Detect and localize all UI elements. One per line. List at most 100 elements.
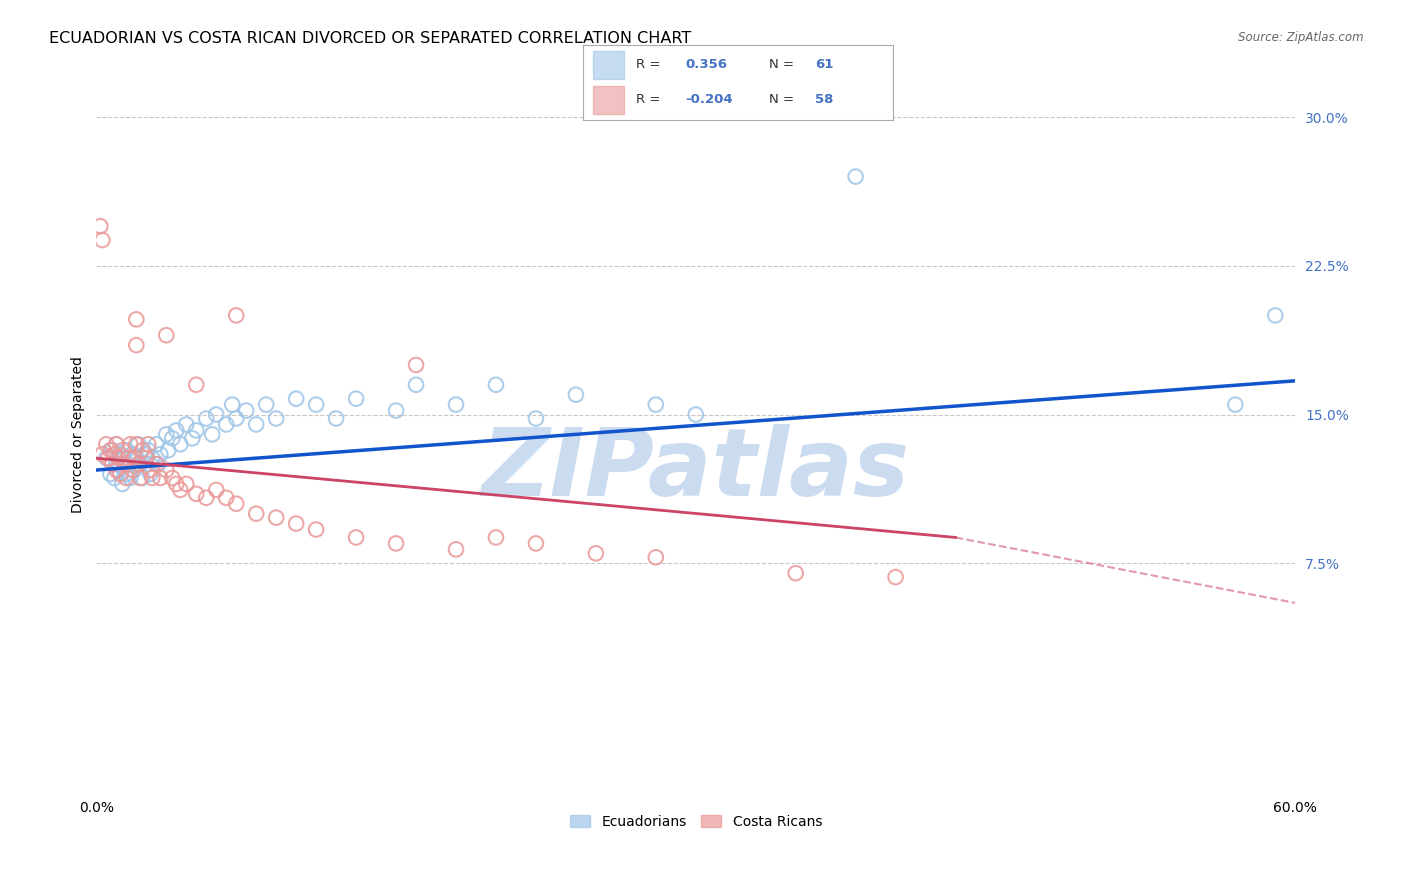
Point [111, 477, 134, 491]
Point [186, 487, 208, 501]
Point [1225, 398, 1247, 412]
Point [98, 443, 121, 458]
Point [174, 417, 197, 432]
Point [105, 457, 128, 471]
Text: Source: ZipAtlas.com: Source: ZipAtlas.com [1239, 31, 1364, 45]
Point [117, 457, 139, 471]
Point [344, 531, 367, 545]
Point [444, 398, 467, 412]
Text: -0.204: -0.204 [686, 93, 733, 106]
Point [181, 431, 204, 445]
Point [89, 219, 111, 234]
Point [225, 497, 247, 511]
Point [644, 550, 666, 565]
Point [305, 398, 328, 412]
Point [444, 542, 467, 557]
Text: N =: N = [769, 93, 794, 106]
Point [215, 417, 238, 432]
Point [115, 471, 138, 485]
Point [129, 471, 152, 485]
Point [325, 411, 347, 425]
Point [524, 536, 547, 550]
Point [195, 411, 218, 425]
Point [124, 451, 146, 466]
Point [685, 408, 707, 422]
Point [205, 408, 228, 422]
Point [120, 437, 142, 451]
Point [125, 312, 148, 326]
Point [125, 437, 148, 451]
Point [124, 463, 146, 477]
Point [115, 467, 138, 481]
Point [131, 471, 153, 485]
Point [186, 423, 208, 437]
Text: N =: N = [769, 58, 794, 71]
Text: 61: 61 [815, 58, 834, 71]
Point [97, 451, 120, 466]
Text: 58: 58 [815, 93, 834, 106]
Point [186, 377, 208, 392]
Point [385, 536, 408, 550]
Point [845, 169, 868, 184]
Point [127, 457, 149, 471]
Point [141, 471, 163, 485]
Point [110, 447, 132, 461]
Point [103, 471, 125, 485]
Text: 0.356: 0.356 [686, 58, 727, 71]
Point [155, 463, 177, 477]
Point [105, 437, 128, 451]
Point [162, 471, 184, 485]
Point [117, 451, 139, 466]
Point [285, 516, 308, 531]
Text: R =: R = [636, 58, 661, 71]
Point [1264, 309, 1286, 323]
Point [145, 457, 167, 471]
Point [136, 437, 159, 451]
Point [105, 463, 128, 477]
Point [135, 457, 157, 471]
Point [305, 523, 328, 537]
Point [201, 427, 224, 442]
Legend: Ecuadorians, Costa Ricans: Ecuadorians, Costa Ricans [564, 809, 828, 834]
Point [169, 483, 191, 497]
Point [135, 451, 157, 466]
Point [205, 483, 228, 497]
Point [115, 443, 138, 458]
Point [121, 447, 143, 461]
Point [91, 447, 114, 461]
Point [385, 403, 408, 417]
Point [91, 233, 114, 247]
Text: ZIPatlas: ZIPatlas [482, 424, 910, 516]
Point [139, 463, 162, 477]
Point [524, 411, 547, 425]
Point [785, 566, 807, 581]
Point [112, 457, 135, 471]
Point [165, 423, 187, 437]
Point [155, 427, 177, 442]
Point [125, 451, 148, 466]
Point [221, 398, 243, 412]
Point [884, 570, 907, 584]
Point [141, 451, 163, 466]
Point [131, 443, 153, 458]
Text: ECUADORIAN VS COSTA RICAN DIVORCED OR SEPARATED CORRELATION CHART: ECUADORIAN VS COSTA RICAN DIVORCED OR SE… [49, 31, 692, 46]
Point [155, 328, 177, 343]
Point [162, 431, 184, 445]
Point [136, 443, 159, 458]
Point [225, 411, 247, 425]
Point [105, 437, 128, 451]
Point [96, 437, 118, 451]
Point [225, 309, 247, 323]
Point [169, 437, 191, 451]
Point [565, 387, 588, 401]
Point [101, 457, 124, 471]
Point [96, 451, 118, 466]
Point [585, 546, 607, 560]
Point [103, 447, 125, 461]
Point [110, 467, 132, 481]
Point [405, 377, 427, 392]
Point [125, 338, 148, 352]
Point [120, 471, 142, 485]
Point [111, 451, 134, 466]
Point [111, 443, 134, 458]
